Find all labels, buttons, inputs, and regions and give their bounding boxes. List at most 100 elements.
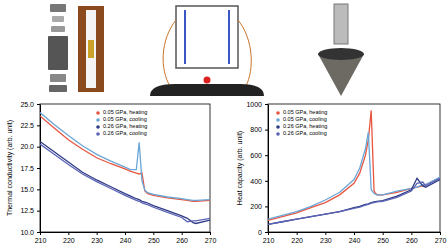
cell-part	[51, 26, 65, 32]
x-tick-label: 220	[291, 237, 303, 244]
x-tick-label: 230	[91, 237, 103, 244]
y-axis-title: Thermal conductivity (arb. unit)	[6, 120, 14, 216]
y-tick-mark	[37, 147, 40, 148]
y-tick: 17.5	[20, 165, 40, 172]
cell-part	[49, 85, 67, 92]
cell-part	[52, 16, 64, 22]
x-tick-mark	[182, 232, 183, 235]
x-tick: 250	[377, 232, 389, 244]
legend-label: 0.05 GPa, heating	[103, 109, 147, 115]
legend-label: 0.26 GPa, heating	[103, 123, 147, 129]
y-tick-mark	[265, 155, 268, 156]
schematic-frame	[176, 6, 238, 68]
y-axis: 02004006008001000	[246, 101, 268, 236]
schematic-bar	[228, 10, 230, 64]
schematic-wire	[163, 20, 251, 86]
x-tick-mark	[440, 232, 441, 235]
figure: 210 220 230 240 250 260 270 10.0 12.5 15.0 17.5 20.…	[0, 0, 448, 252]
x-tick-label: 240	[349, 237, 361, 244]
x-tick-mark	[411, 232, 412, 235]
chart: 21022023024025026027010.012.515.017.520.…	[6, 101, 217, 244]
x-tick-label: 250	[377, 237, 389, 244]
photo-mount	[334, 4, 348, 44]
data-line	[268, 178, 440, 224]
legend-marker	[96, 118, 100, 122]
legend-marker	[276, 118, 280, 122]
y-tick-label: 25.0	[20, 101, 34, 108]
legend-label: 0.26 GPa, heating	[283, 123, 327, 129]
x-tick-mark	[210, 232, 211, 235]
y-tick-mark	[37, 168, 40, 169]
y-tick-label: 600	[250, 152, 262, 159]
y-tick-label: 12.5	[20, 207, 34, 214]
y-tick-mark	[265, 206, 268, 207]
y-tick: 600	[250, 152, 268, 159]
x-tick-label: 260	[406, 237, 418, 244]
y-tick-mark	[265, 130, 268, 131]
y-tick-label: 15.0	[20, 186, 34, 193]
y-tick-mark	[37, 104, 40, 105]
cell-part	[50, 4, 66, 12]
y-tick: 1000	[246, 101, 268, 108]
plot-frame	[40, 104, 210, 232]
y-tick: 10.0	[20, 229, 40, 236]
x-axis: 210220230240250260270	[35, 232, 217, 244]
legend-marker	[276, 111, 280, 115]
y-axis: 10.012.515.017.520.022.525.0	[20, 101, 40, 236]
plot-area	[268, 110, 440, 224]
y-tick-label: 800	[250, 126, 262, 133]
x-tick-label: 260	[176, 237, 188, 244]
y-tick-label: 20.0	[20, 143, 34, 150]
photo-diamond	[318, 54, 364, 96]
x-tick-mark	[97, 232, 98, 235]
data-line	[40, 116, 210, 201]
legend-label: 0.05 GPa, cooling	[283, 116, 327, 122]
x-tick-mark	[383, 232, 384, 235]
x-tick: 270	[435, 232, 447, 244]
cell-part	[50, 74, 66, 82]
y-tick-mark	[265, 104, 268, 105]
y-tick: 20.0	[20, 143, 40, 150]
cross-section-core	[88, 40, 94, 58]
x-tick-mark	[68, 232, 69, 235]
cross-section	[78, 6, 104, 92]
y-tick: 15.0	[20, 186, 40, 193]
x-tick-label: 250	[148, 237, 160, 244]
x-tick: 250	[148, 232, 160, 244]
legend-label: 0.05 GPa, cooling	[103, 116, 147, 122]
x-tick: 230	[91, 232, 103, 244]
x-axis: 210220230240250260270	[263, 232, 447, 244]
photo-diamond-top	[318, 48, 364, 60]
y-tick-mark	[265, 181, 268, 182]
x-tick: 210	[263, 232, 275, 244]
cross-section-bore	[86, 10, 96, 88]
x-tick: 260	[176, 232, 188, 244]
y-tick-label: 17.5	[20, 165, 34, 172]
x-tick: 240	[349, 232, 361, 244]
schematic-bar	[184, 10, 186, 64]
cell-part	[48, 36, 68, 70]
x-tick-mark	[354, 232, 355, 235]
legend-marker	[96, 125, 100, 129]
data-line	[40, 142, 210, 224]
x-tick-mark	[153, 232, 154, 235]
x-tick: 220	[291, 232, 303, 244]
x-tick: 220	[63, 232, 75, 244]
data-line	[268, 132, 440, 219]
legend-label: 0.26 GPa, cooling	[283, 130, 327, 136]
y-tick: 200	[250, 203, 268, 210]
x-tick-label: 270	[435, 237, 447, 244]
y-tick-label: 200	[250, 203, 262, 210]
x-tick: 260	[406, 232, 418, 244]
x-tick-label: 240	[120, 237, 132, 244]
illustrations	[48, 4, 364, 96]
legend-label: 0.05 GPa, heating	[283, 109, 327, 115]
y-axis-title: Heat capacity (arb. unit)	[236, 131, 244, 205]
chart: 21022023024025026027002004006008001000He…	[236, 101, 447, 244]
y-tick-mark	[37, 211, 40, 212]
y-tick-mark	[37, 189, 40, 190]
legend-marker	[96, 132, 100, 136]
y-tick: 800	[250, 126, 268, 133]
y-tick: 0	[258, 229, 268, 236]
data-line	[40, 113, 210, 201]
